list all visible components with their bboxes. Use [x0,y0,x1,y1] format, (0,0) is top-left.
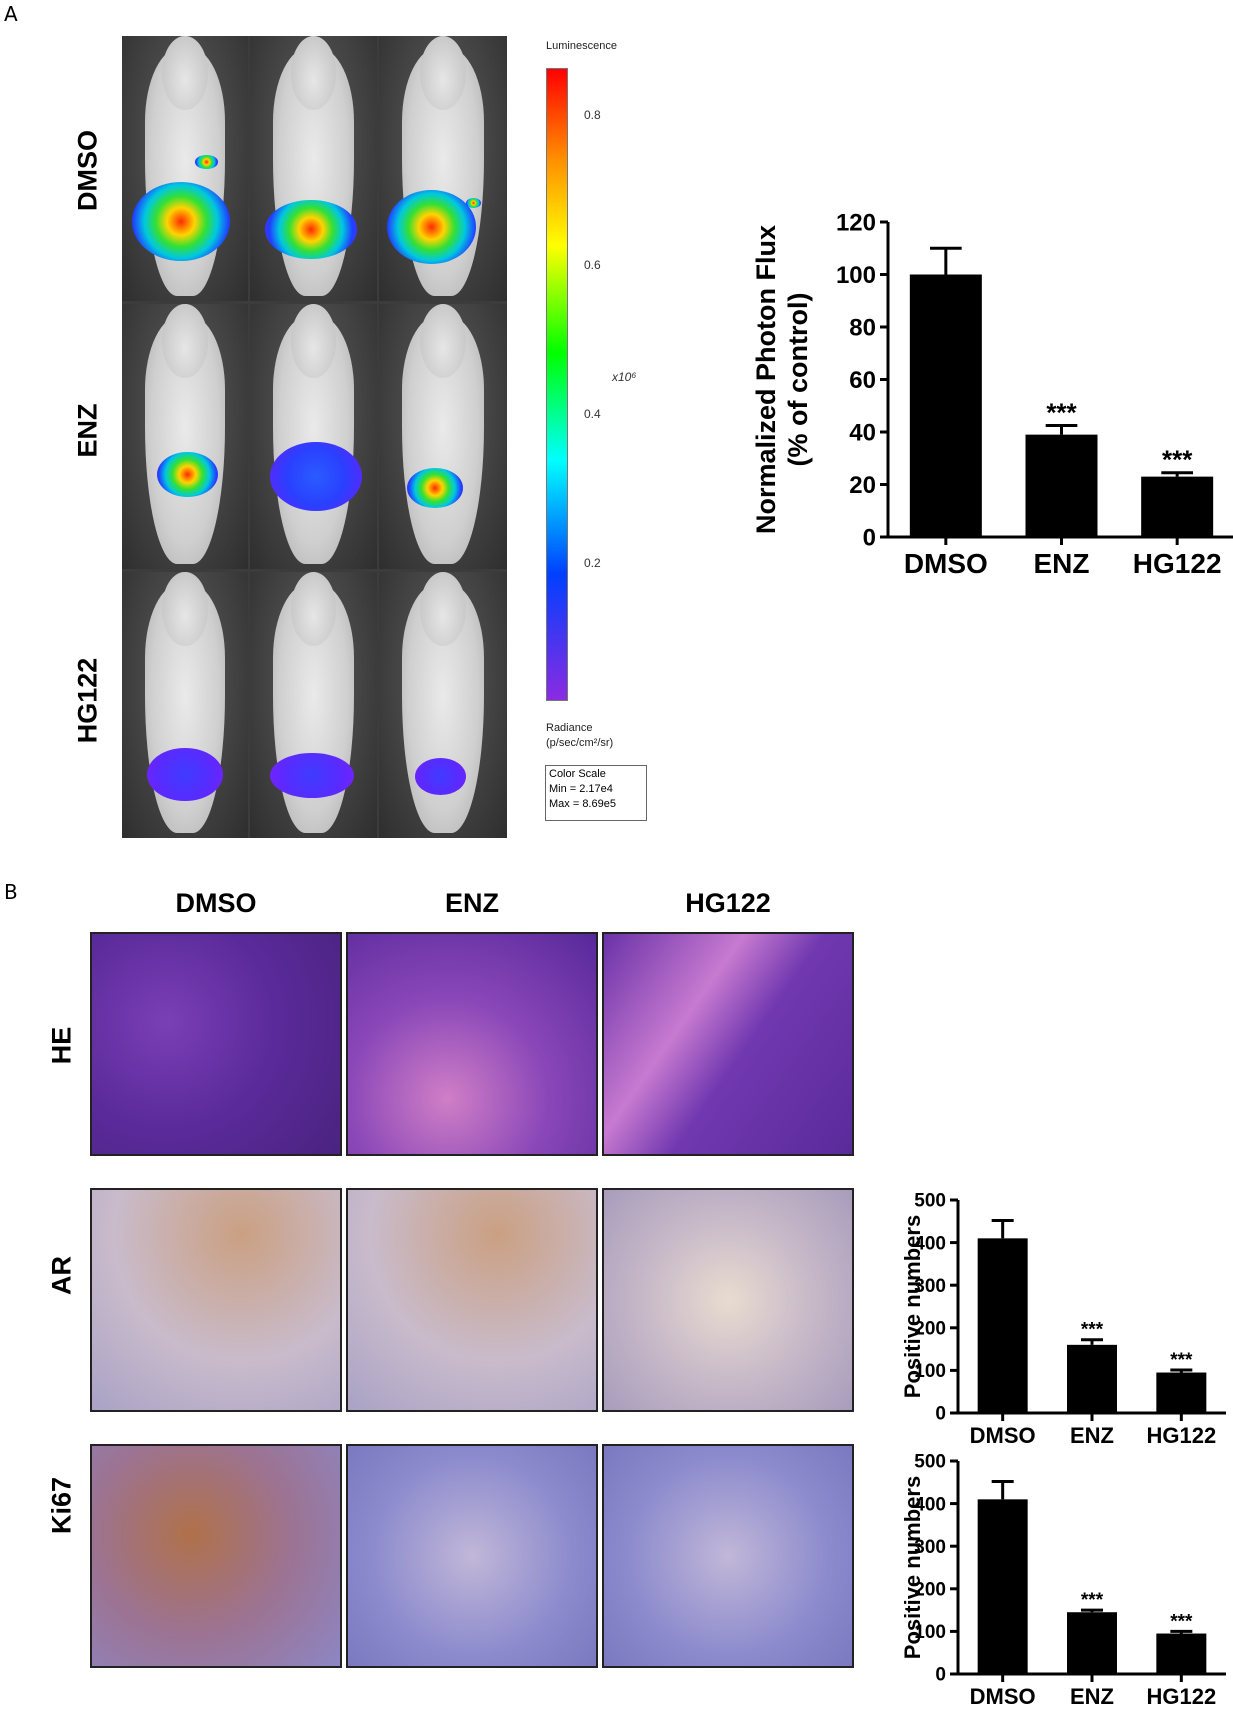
significance-label: *** [1046,397,1077,427]
y-tick-label: 500 [914,1452,946,1473]
colorbar-tick-0-2: 0.2 [584,556,601,570]
col-label-hg122: HG122 [685,888,771,918]
y-tick-label: 500 [914,1191,946,1212]
mouse-image-dmso-3 [379,36,507,301]
y-axis-label: Normalized Photon Flux [751,225,781,534]
y-axis-label: Positive numbers [900,1215,925,1398]
bar [1141,476,1214,537]
y-tick-label: 80 [849,314,876,341]
luminescence-colorbar [546,68,568,701]
significance-label: *** [1081,1590,1104,1611]
bioluminescence-image-grid [122,36,507,838]
y-tick-label: 300 [914,1537,946,1558]
he-stain-enz [346,932,598,1156]
significance-label: *** [1170,1350,1193,1371]
category-label: ENZ [1070,1423,1114,1448]
mouse-image-hg122-3 [379,572,507,838]
y-tick-label: 60 [849,367,876,394]
significance-label: *** [1170,1611,1193,1632]
col-label-enz: ENZ [445,888,499,918]
bar [977,1238,1028,1413]
y-tick-label: 400 [914,1233,946,1254]
category-label: HG122 [1146,1423,1216,1448]
color-scale-title: Color Scale [549,768,606,780]
y-tick-label: 20 [849,472,876,499]
histology-image-grid [90,932,855,1692]
panel-a-letter: A [4,2,18,26]
mouse-image-dmso-1 [122,36,248,301]
colorbar-tick-0-6: 0.6 [584,258,601,272]
colorbar-title: Luminescence [546,40,617,52]
category-label: HG122 [1133,548,1222,579]
ar-stain-hg122 [602,1188,854,1412]
panel-b-letter: B [4,880,18,904]
mouse-image-hg122-2 [250,572,377,838]
bar [1067,1612,1117,1674]
y-tick-label: 0 [935,1665,946,1686]
category-label: DMSO [904,548,988,579]
y-tick-label: 200 [914,1579,946,1600]
colorbar-tick-0-8: 0.8 [584,108,601,122]
he-stain-hg122 [602,932,854,1156]
radiance-label: Radiance [546,722,593,734]
bar [1156,1372,1207,1413]
category-label: HG122 [1146,1684,1216,1709]
bar [1025,434,1098,537]
colorbar-exponent: x10⁶ [612,370,637,384]
category-label: ENZ [1070,1684,1114,1709]
ki67-stain-hg122 [602,1444,854,1668]
y-axis-label: (% of control) [783,293,813,467]
mouse-image-hg122-1 [122,572,248,838]
ki67-stain-enz [346,1444,598,1668]
y-tick-label: 0 [935,1404,946,1425]
color-scale-max: Max = 8.69e5 [549,798,616,810]
mouse-image-enz-2 [250,304,377,569]
y-tick-label: 400 [914,1494,946,1515]
ar-stain-dmso [90,1188,342,1412]
mouse-image-enz-3 [379,304,507,569]
radiance-units: (p/sec/cm²/sr) [546,737,614,749]
photon-flux-chart: 0 20 40 60 80 100 120 DMSO ENZ *** HG122 *** Normali… [751,209,1233,579]
ar-stain-enz [346,1188,598,1412]
mouse-image-enz-1 [122,304,248,569]
y-tick-label: 200 [914,1318,946,1339]
y-tick-label: 120 [836,209,876,236]
y-tick-label: 100 [914,1622,946,1643]
significance-label: *** [1162,445,1193,475]
y-tick-label: 0 [863,524,876,551]
category-label: DMSO [970,1423,1036,1448]
category-label: ENZ [1034,548,1090,579]
y-tick-label: 300 [914,1276,946,1297]
bar [1156,1633,1207,1674]
bar [1067,1344,1117,1413]
category-label: DMSO [970,1684,1036,1709]
y-axis-label: Positive numbers [900,1476,925,1659]
y-tick-label: 40 [849,419,876,446]
color-scale-min: Min = 2.17e4 [549,783,613,795]
bar [909,274,982,537]
significance-label: *** [1081,1320,1104,1341]
y-tick-label: 100 [914,1361,946,1382]
color-scale-box: Color Scale Min = 2.17e4 Max = 8.69e5 [545,765,647,821]
mouse-image-dmso-2 [250,36,377,301]
he-stain-dmso [90,932,342,1156]
y-tick-label: 100 [836,262,876,289]
ki67-stain-dmso [90,1444,342,1668]
col-label-dmso: DMSO [175,888,257,918]
bar [977,1499,1028,1674]
colorbar-tick-0-4: 0.4 [584,407,601,421]
